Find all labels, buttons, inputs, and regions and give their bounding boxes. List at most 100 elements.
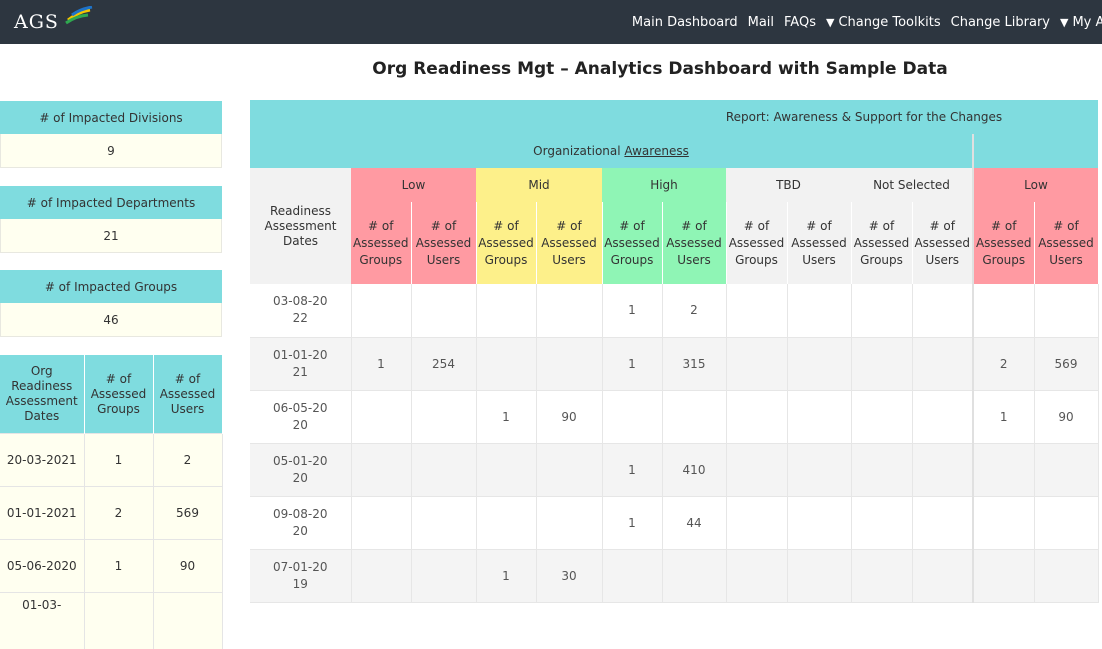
table-cell	[662, 549, 726, 602]
table-cell: 1	[476, 549, 536, 602]
table-row: 20-03-2021 1 2	[0, 434, 222, 487]
table-cell	[476, 284, 536, 337]
table-cell	[726, 284, 787, 337]
table-cell	[973, 284, 1034, 337]
nav-my-account-label: My Account	[1072, 15, 1102, 30]
table-cell: 1	[973, 390, 1034, 443]
impacted-divisions-card: # of Impacted Divisions 9	[0, 101, 222, 168]
table-cell: 1	[84, 434, 153, 487]
row-date: 01-01-2021	[250, 337, 351, 390]
table-row: 01-03-	[0, 593, 222, 649]
sub-header-groups: # of Assessed Groups	[602, 202, 662, 284]
table-cell	[536, 284, 602, 337]
table-cell	[662, 390, 726, 443]
table-cell: 569	[1034, 337, 1098, 390]
table-cell	[973, 549, 1034, 602]
table-cell	[351, 496, 411, 549]
table-cell: 254	[411, 337, 476, 390]
table-cell: 1	[476, 390, 536, 443]
table-cell	[411, 496, 476, 549]
impacted-groups-card: # of Impacted Groups 46	[0, 270, 222, 337]
assessment-summary-table: Org Readiness Assessment Dates # of Asse…	[0, 355, 223, 649]
table-cell	[1034, 496, 1098, 549]
table-cell	[787, 337, 851, 390]
table-cell	[84, 593, 153, 649]
nav-my-account[interactable]: ▼ My Account	[1060, 15, 1102, 30]
table-cell: 1	[351, 337, 411, 390]
awareness-link[interactable]: Awareness	[624, 144, 688, 158]
table-cell	[411, 284, 476, 337]
nav-main-dashboard[interactable]: Main Dashboard	[632, 15, 738, 30]
column-header: Org Readiness Assessment Dates	[0, 355, 84, 434]
main-nav: Main Dashboard Mail FAQs ▼ Change Toolki…	[622, 0, 1102, 44]
nav-mail[interactable]: Mail	[748, 15, 774, 30]
table-cell: 410	[662, 443, 726, 496]
table-cell	[912, 549, 973, 602]
table-cell	[787, 390, 851, 443]
table-cell: 1	[602, 496, 662, 549]
sub-header-users: # of Assessed Users	[662, 202, 726, 284]
table-cell: 90	[536, 390, 602, 443]
table-cell	[411, 549, 476, 602]
table-cell	[1034, 549, 1098, 602]
table-cell	[851, 496, 912, 549]
top-navbar: AGS Main Dashboard Mail FAQs ▼ Change To…	[0, 0, 1102, 44]
table-cell: 20-03-2021	[0, 434, 84, 487]
row-date: 09-08-2020	[250, 496, 351, 549]
table-cell: 44	[662, 496, 726, 549]
sub-header-groups: # of Assessed Groups	[726, 202, 787, 284]
table-cell	[536, 443, 602, 496]
table-cell: 90	[1034, 390, 1098, 443]
sub-header-groups: # of Assessed Groups	[351, 202, 411, 284]
table-cell	[411, 390, 476, 443]
logo[interactable]: AGS	[14, 8, 59, 36]
caret-down-icon: ▼	[1060, 16, 1068, 29]
table-cell	[351, 443, 411, 496]
table-cell	[476, 496, 536, 549]
table-cell	[787, 496, 851, 549]
logo-text: AGS	[14, 11, 59, 33]
table-cell	[351, 390, 411, 443]
caret-down-icon: ▼	[826, 16, 834, 29]
table-cell	[912, 284, 973, 337]
report-title-text: Report: Awareness & Support for the Chan…	[726, 110, 1002, 124]
row-date: 03-08-2022	[250, 284, 351, 337]
table-cell	[726, 390, 787, 443]
table-cell: 01-01-2021	[0, 487, 84, 540]
level-low-header: Low	[351, 168, 476, 202]
table-cell: 2	[84, 487, 153, 540]
sub-header-users: # of Assessed Users	[536, 202, 602, 284]
table-cell	[912, 337, 973, 390]
sub-header-users: # of Assessed Users	[787, 202, 851, 284]
table-cell	[602, 390, 662, 443]
table-cell: 90	[153, 540, 222, 593]
nav-change-toolkits-label: Change Toolkits	[838, 15, 940, 30]
card-value: 9	[0, 134, 222, 168]
table-cell: 1	[602, 443, 662, 496]
impacted-departments-card: # of Impacted Departments 21	[0, 186, 222, 253]
column-header: # of Assessed Groups	[84, 355, 153, 434]
nav-faqs[interactable]: FAQs	[784, 15, 816, 30]
card-label: # of Impacted Divisions	[0, 101, 222, 134]
table-cell	[476, 337, 536, 390]
report-title: Report: Awareness & Support for the Chan…	[250, 100, 1098, 134]
table-cell: 2	[662, 284, 726, 337]
section-header-next	[973, 134, 1098, 168]
awareness-report-table: Report: Awareness & Support for the Chan…	[250, 100, 1099, 603]
section-header: Organizational Awareness	[250, 134, 973, 168]
table-cell	[726, 337, 787, 390]
table-row: 01-01-2021 2 569	[0, 487, 222, 540]
table-cell	[726, 443, 787, 496]
nav-change-library[interactable]: Change Library	[951, 15, 1050, 30]
nav-change-toolkits[interactable]: ▼ Change Toolkits	[826, 15, 941, 30]
sub-header-groups: # of Assessed Groups	[973, 202, 1034, 284]
table-cell	[851, 443, 912, 496]
level-mid-header: Mid	[476, 168, 602, 202]
table-cell	[153, 593, 222, 649]
table-cell: 1	[602, 284, 662, 337]
